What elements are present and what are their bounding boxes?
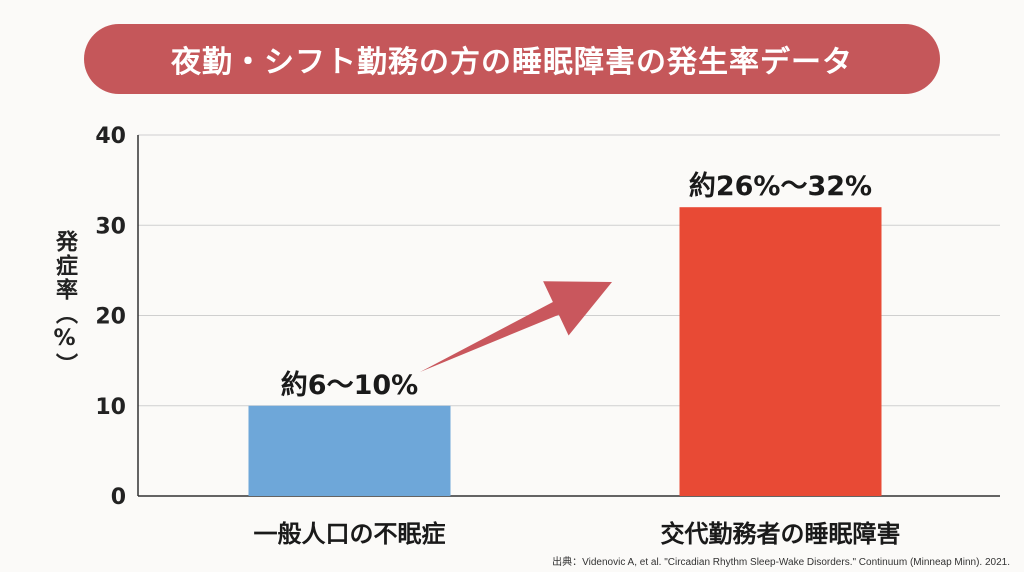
y-tick-label: 20 xyxy=(95,305,126,330)
source-citation: 出典：Videnovic A, et al. "Circadian Rhythm… xyxy=(552,557,1010,568)
y-tick-label: 30 xyxy=(95,214,126,239)
category-label: 一般人口の不眠症 xyxy=(254,520,446,548)
category-label: 交代勤務者の睡眠障害 xyxy=(661,520,901,548)
y-tick-label: 40 xyxy=(95,124,126,149)
y-tick-label: 0 xyxy=(111,485,126,510)
data-label: 約6〜10% xyxy=(281,369,418,401)
bar xyxy=(248,405,451,496)
data-label: 約26%〜32% xyxy=(689,170,872,202)
y-axis-label: 発症率（%） xyxy=(52,230,77,377)
trend-arrow xyxy=(420,281,612,372)
bar xyxy=(679,207,882,496)
chart-title: 夜勤・シフト勤務の方の睡眠障害の発生率データ xyxy=(171,45,853,80)
title-banner: 夜勤・シフト勤務の方の睡眠障害の発生率データ xyxy=(84,24,940,94)
y-tick-label: 10 xyxy=(95,395,126,420)
